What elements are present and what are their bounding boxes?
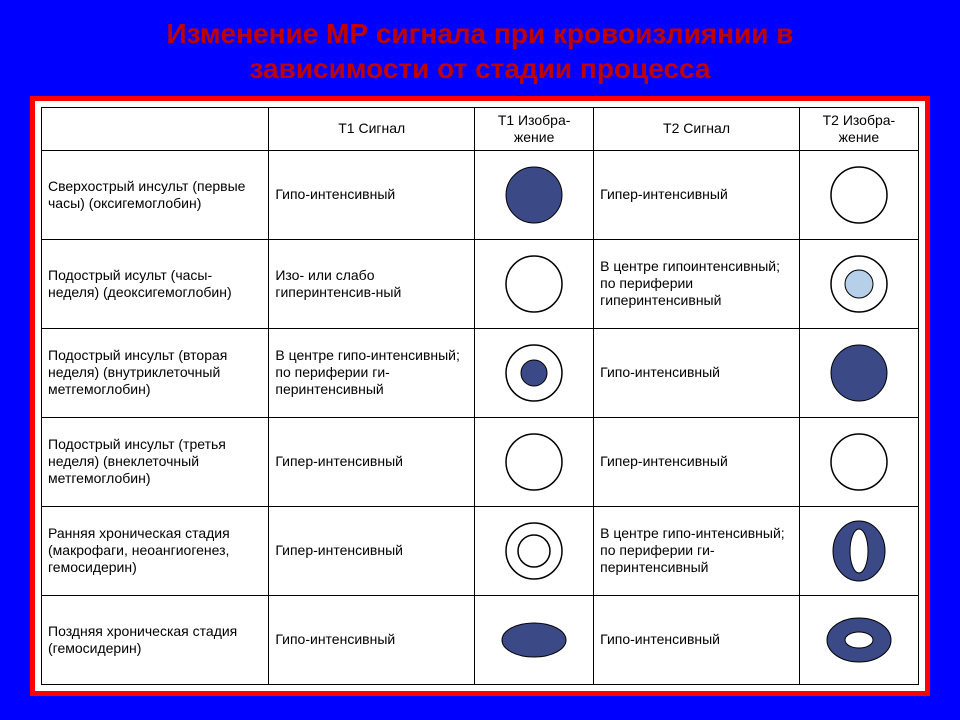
stage-cell: Сверхострый инсульт (первые часы) (оксиг… — [42, 150, 269, 239]
table-row: Подострый инсульт (вторая неделя) (внутр… — [42, 328, 919, 417]
t1-image-cell — [475, 328, 594, 417]
t2-signal-cell: Гипо-интенсивный — [594, 595, 800, 684]
t1-signal-cell: Гипер-интенсивный — [269, 417, 475, 506]
table-row: Подострый инсульт (третья неделя) (внекл… — [42, 417, 919, 506]
stage-cell: Поздняя хроническая стадия (гемосидерин) — [42, 595, 269, 684]
t2-image-cell — [799, 150, 918, 239]
t2-image-cell — [799, 595, 918, 684]
stage-cell: Подострый инсульт (третья неделя) (внекл… — [42, 417, 269, 506]
t1-image-cell — [475, 150, 594, 239]
header-empty — [42, 108, 269, 151]
t2-image-cell — [799, 417, 918, 506]
table-body: Сверхострый инсульт (первые часы) (оксиг… — [42, 150, 919, 684]
t2-signal-cell: Гипер-интенсивный — [594, 150, 800, 239]
stage-cell: Ранняя хроническая стадия (макрофаги, не… — [42, 506, 269, 595]
title-line-1: Изменение МР сигнала при кровоизлиянии в — [166, 18, 793, 49]
t2-signal-cell: В центре гипо-интенсивный; по периферии … — [594, 506, 800, 595]
mr-signal-table: Т1 Сигнал Т1 Изобра-жение Т2 Сигнал Т2 И… — [41, 107, 919, 685]
t2-signal-cell: В центре гипоинтенсивный; по периферии г… — [594, 239, 800, 328]
header-t1signal: Т1 Сигнал — [269, 108, 475, 151]
header-row: Т1 Сигнал Т1 Изобра-жение Т2 Сигнал Т2 И… — [42, 108, 919, 151]
slide: Изменение МР сигнала при кровоизлиянии в… — [0, 0, 960, 720]
stage-cell: Подострый исульт (часы-неделя) (деоксиге… — [42, 239, 269, 328]
t2-signal-cell: Гипер-интенсивный — [594, 417, 800, 506]
t1-image-cell — [475, 417, 594, 506]
table-row: Ранняя хроническая стадия (макрофаги, не… — [42, 506, 919, 595]
t1-signal-cell: Гипо-интенсивный — [269, 595, 475, 684]
t1-signal-cell: Гипер-интенсивный — [269, 506, 475, 595]
title-line-2: зависимости от стадии процесса — [249, 53, 710, 84]
t2-signal-cell: Гипо-интенсивный — [594, 328, 800, 417]
header-t1image: Т1 Изобра-жение — [475, 108, 594, 151]
slide-title: Изменение МР сигнала при кровоизлиянии в… — [40, 16, 920, 86]
table-row: Подострый исульт (часы-неделя) (деоксиге… — [42, 239, 919, 328]
t2-image-cell — [799, 239, 918, 328]
t1-image-cell — [475, 506, 594, 595]
header-t2signal: Т2 Сигнал — [594, 108, 800, 151]
t1-signal-cell: Гипо-интенсивный — [269, 150, 475, 239]
t1-image-cell — [475, 239, 594, 328]
t2-image-cell — [799, 328, 918, 417]
t1-signal-cell: В центре гипо-интенсивный; по периферии … — [269, 328, 475, 417]
table-row: Сверхострый инсульт (первые часы) (оксиг… — [42, 150, 919, 239]
table-panel: Т1 Сигнал Т1 Изобра-жение Т2 Сигнал Т2 И… — [30, 96, 930, 696]
t1-image-cell — [475, 595, 594, 684]
header-t2image: Т2 Изобра-жение — [799, 108, 918, 151]
stage-cell: Подострый инсульт (вторая неделя) (внутр… — [42, 328, 269, 417]
t1-signal-cell: Изо- или слабо гиперинтенсив-ный — [269, 239, 475, 328]
t2-image-cell — [799, 506, 918, 595]
table-row: Поздняя хроническая стадия (гемосидерин)… — [42, 595, 919, 684]
